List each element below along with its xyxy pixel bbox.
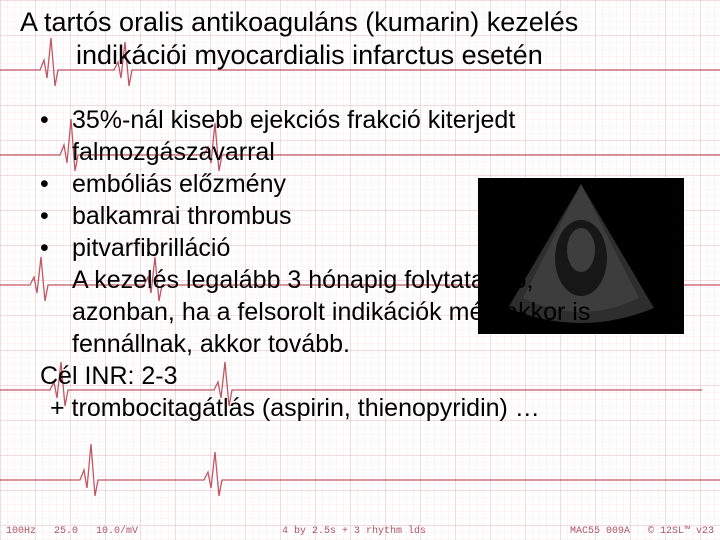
list-item: A kezelés legalább 3 hónapig folytatandó… [20, 264, 700, 360]
list-item: pitvarfibrilláció [20, 232, 700, 264]
list-item-text: A kezelés legalább 3 hónapig folytatandó… [72, 264, 632, 360]
bullet-list: 35%-nál kisebb ejekciós frakció kiterjed… [20, 104, 700, 424]
list-item-text: pitvarfibrilláció [72, 232, 700, 264]
list-item: 35%-nál kisebb ejekciós frakció kiterjed… [20, 104, 700, 168]
list-item: Cél INR: 2-3 [20, 360, 700, 392]
list-item-text: embóliás előzmény [72, 168, 700, 200]
list-item: embóliás előzmény [20, 168, 700, 200]
list-item-text: 35%-nál kisebb ejekciós frakció kiterjed… [72, 104, 612, 168]
list-item-text: balkamrai thrombus [72, 200, 700, 232]
list-item: balkamrai thrombus [20, 200, 700, 232]
list-item-text: Cél INR: 2-3 [40, 360, 700, 392]
title-line-2: indikációi myocardialis infarctus esetén [20, 39, 700, 72]
slide-content: A tartós oralis antikoaguláns (kumarin) … [0, 0, 720, 540]
title-line-1: A tartós oralis antikoaguláns (kumarin) … [20, 6, 700, 39]
slide-title: A tartós oralis antikoaguláns (kumarin) … [20, 6, 700, 72]
list-item-text: + trombocitagátlás (aspirin, thienopyrid… [50, 392, 700, 424]
list-item: + trombocitagátlás (aspirin, thienopyrid… [20, 392, 700, 424]
